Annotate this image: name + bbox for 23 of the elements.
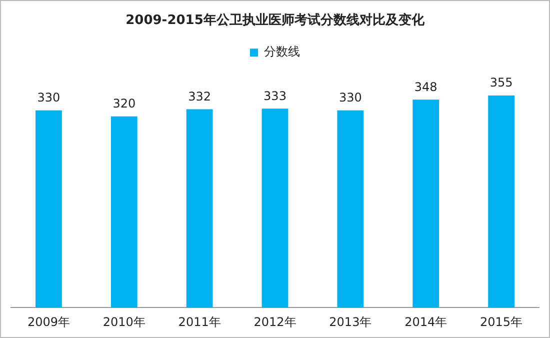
data-label: 333 — [264, 88, 286, 103]
data-label: 332 — [188, 89, 212, 104]
chart-title: 2009-2015年公卫执业医师考试分数线对比及变化 — [126, 12, 426, 28]
bar — [337, 110, 364, 308]
data-label: 348 — [414, 80, 438, 94]
bar — [36, 110, 62, 308]
legend-label: 分数线 — [264, 44, 300, 59]
bar — [110, 116, 138, 308]
bar — [186, 109, 213, 308]
data-label: 330 — [37, 90, 60, 105]
data-label: 330 — [338, 90, 362, 105]
x-tick-label: 2013年 — [329, 314, 372, 329]
data-label: 320 — [112, 96, 136, 111]
bar — [262, 108, 288, 308]
x-tick-label: 2015年 — [480, 314, 523, 329]
data-label: 355 — [490, 76, 513, 90]
x-tick-label: 2014年 — [404, 314, 448, 329]
x-tick-label: 2012年 — [254, 314, 296, 329]
x-tick-label: 2010年 — [102, 314, 146, 329]
x-tick-label: 2011年 — [178, 314, 221, 329]
bar — [412, 100, 440, 308]
bar — [488, 95, 514, 308]
x-tick-label: 2009年 — [27, 314, 70, 329]
